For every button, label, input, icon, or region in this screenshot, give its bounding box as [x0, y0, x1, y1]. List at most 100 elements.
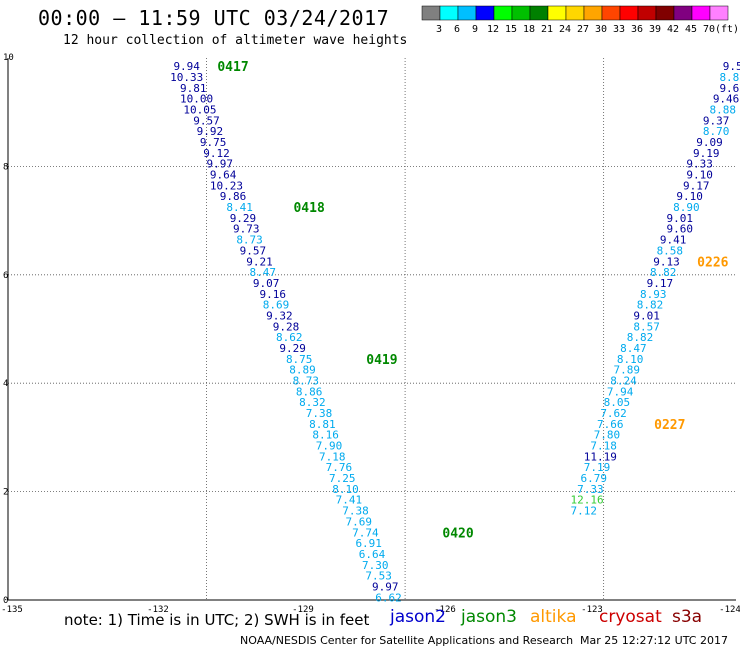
time-label: 0226 [697, 255, 728, 270]
data-point-label: 9.10 [686, 169, 713, 182]
scale-label: 18 [523, 24, 535, 35]
scale-label: 36 [631, 24, 643, 35]
scale-swatch [637, 5, 657, 21]
data-point-label: 8.24 [610, 374, 637, 387]
data-point-label: 8.82 [650, 266, 677, 279]
scale-label: 45 [685, 24, 697, 35]
data-point-label: 9.53 [723, 60, 740, 73]
data-point-label: 8.73 [236, 234, 263, 247]
y-tick-label: 0 [3, 596, 8, 606]
data-point-label: 10.23 [210, 179, 243, 192]
y-tick-label: 10 [3, 53, 14, 63]
data-point-label: 8.41 [226, 201, 253, 214]
data-point-label: 9.57 [193, 114, 220, 127]
y-tick-label: 2 [3, 488, 8, 498]
data-point-label: 6.62 [375, 591, 402, 604]
data-point-label: 7.66 [597, 418, 624, 431]
data-point-label: 8.62 [276, 331, 303, 344]
scale-label: 3 [436, 24, 442, 35]
data-point-label: 9.60 [666, 223, 693, 236]
data-point-label: 7.38 [342, 505, 369, 518]
data-point-label: 9.29 [230, 212, 257, 225]
data-point-label: 9.01 [666, 212, 693, 225]
x-tick-label: -135 [1, 605, 23, 615]
data-point-label: 8.82 [637, 299, 664, 312]
time-label: 0419 [366, 353, 397, 368]
data-point-label: 8.32 [299, 396, 326, 409]
data-point-label: 7.19 [584, 461, 611, 474]
data-point-label: 8.16 [312, 429, 339, 442]
legend-s3a: s3a [672, 607, 703, 627]
y-tick-label: 8 [3, 162, 8, 172]
data-point-label: 9.19 [693, 147, 720, 160]
data-point-label: 9.32 [266, 309, 293, 322]
data-point-label: 7.74 [352, 526, 379, 539]
data-point-label: 9.17 [647, 277, 674, 290]
data-point-label: 7.18 [590, 440, 617, 453]
x-tick-label: -126 [434, 605, 456, 615]
data-point-label: 12.16 [571, 494, 604, 507]
data-point-label: 9.29 [279, 342, 306, 355]
scale-swatch [691, 5, 711, 21]
data-point-label: 8.10 [332, 483, 359, 496]
scale-swatch [547, 5, 567, 21]
y-tick-label: 6 [3, 271, 8, 281]
scale-swatch [673, 5, 693, 21]
scale-swatch [421, 5, 441, 21]
data-point-label: 7.62 [600, 407, 627, 420]
data-point-label: 8.58 [657, 244, 684, 257]
data-point-label: 8.69 [263, 299, 290, 312]
data-point-label: 6.64 [359, 548, 386, 561]
data-point-label: 10.00 [180, 93, 213, 106]
data-point-label: 9.86 [220, 190, 247, 203]
data-point-label: 9.81 [180, 82, 207, 95]
data-point-label: 8.89 [289, 364, 316, 377]
scale-swatch [709, 5, 729, 21]
data-point-label: 7.69 [346, 515, 373, 528]
scale-swatch [619, 5, 639, 21]
data-point-label: 8.88 [710, 103, 737, 116]
scale-label: 42 [667, 24, 679, 35]
data-point-label: 7.76 [326, 461, 353, 474]
data-point-label: 8.47 [250, 266, 277, 279]
data-point-label: 8.57 [633, 320, 660, 333]
data-point-label: 8.73 [293, 374, 320, 387]
data-point-label: 7.12 [571, 505, 598, 518]
data-point-label: 7.33 [577, 483, 604, 496]
data-point-label: 9.16 [259, 288, 286, 301]
legend-altika: altika [530, 607, 577, 627]
data-point-label: 7.25 [329, 472, 356, 485]
data-point-label: 8.86 [296, 385, 323, 398]
data-point-label: 9.92 [197, 125, 224, 138]
scale-swatch [583, 5, 603, 21]
data-point-label: 9.75 [200, 136, 227, 149]
scale-label: 21 [541, 24, 553, 35]
scale-swatch [529, 5, 549, 21]
data-point-label: 7.89 [614, 364, 641, 377]
y-tick-label: 4 [3, 379, 8, 389]
scale-label: 6 [454, 24, 460, 35]
scale-label: 33 [613, 24, 625, 35]
scale-label: 9 [472, 24, 478, 35]
x-tick-label: -129 [292, 605, 314, 615]
scale-label: 12 [487, 24, 499, 35]
scale-swatch [655, 5, 675, 21]
data-point-label: 9.73 [233, 223, 260, 236]
data-point-label: 7.90 [316, 440, 343, 453]
page-subtitle: 12 hour collection of altimeter wave hei… [63, 33, 408, 48]
data-point-label: 7.80 [594, 429, 621, 442]
data-point-label: 9.07 [253, 277, 280, 290]
scale-label: (ft) [715, 24, 739, 35]
data-point-label: 10.33 [170, 71, 203, 84]
data-point-label: 7.53 [365, 570, 392, 583]
data-point-label: 9.28 [273, 320, 300, 333]
scale-swatch [439, 5, 459, 21]
data-point-label: 8.10 [617, 353, 644, 366]
data-point-label: 8.05 [604, 396, 631, 409]
scale-swatch [475, 5, 495, 21]
data-point-label: 8.75 [286, 353, 313, 366]
data-point-label: 9.57 [240, 244, 267, 257]
scale-swatch [457, 5, 477, 21]
